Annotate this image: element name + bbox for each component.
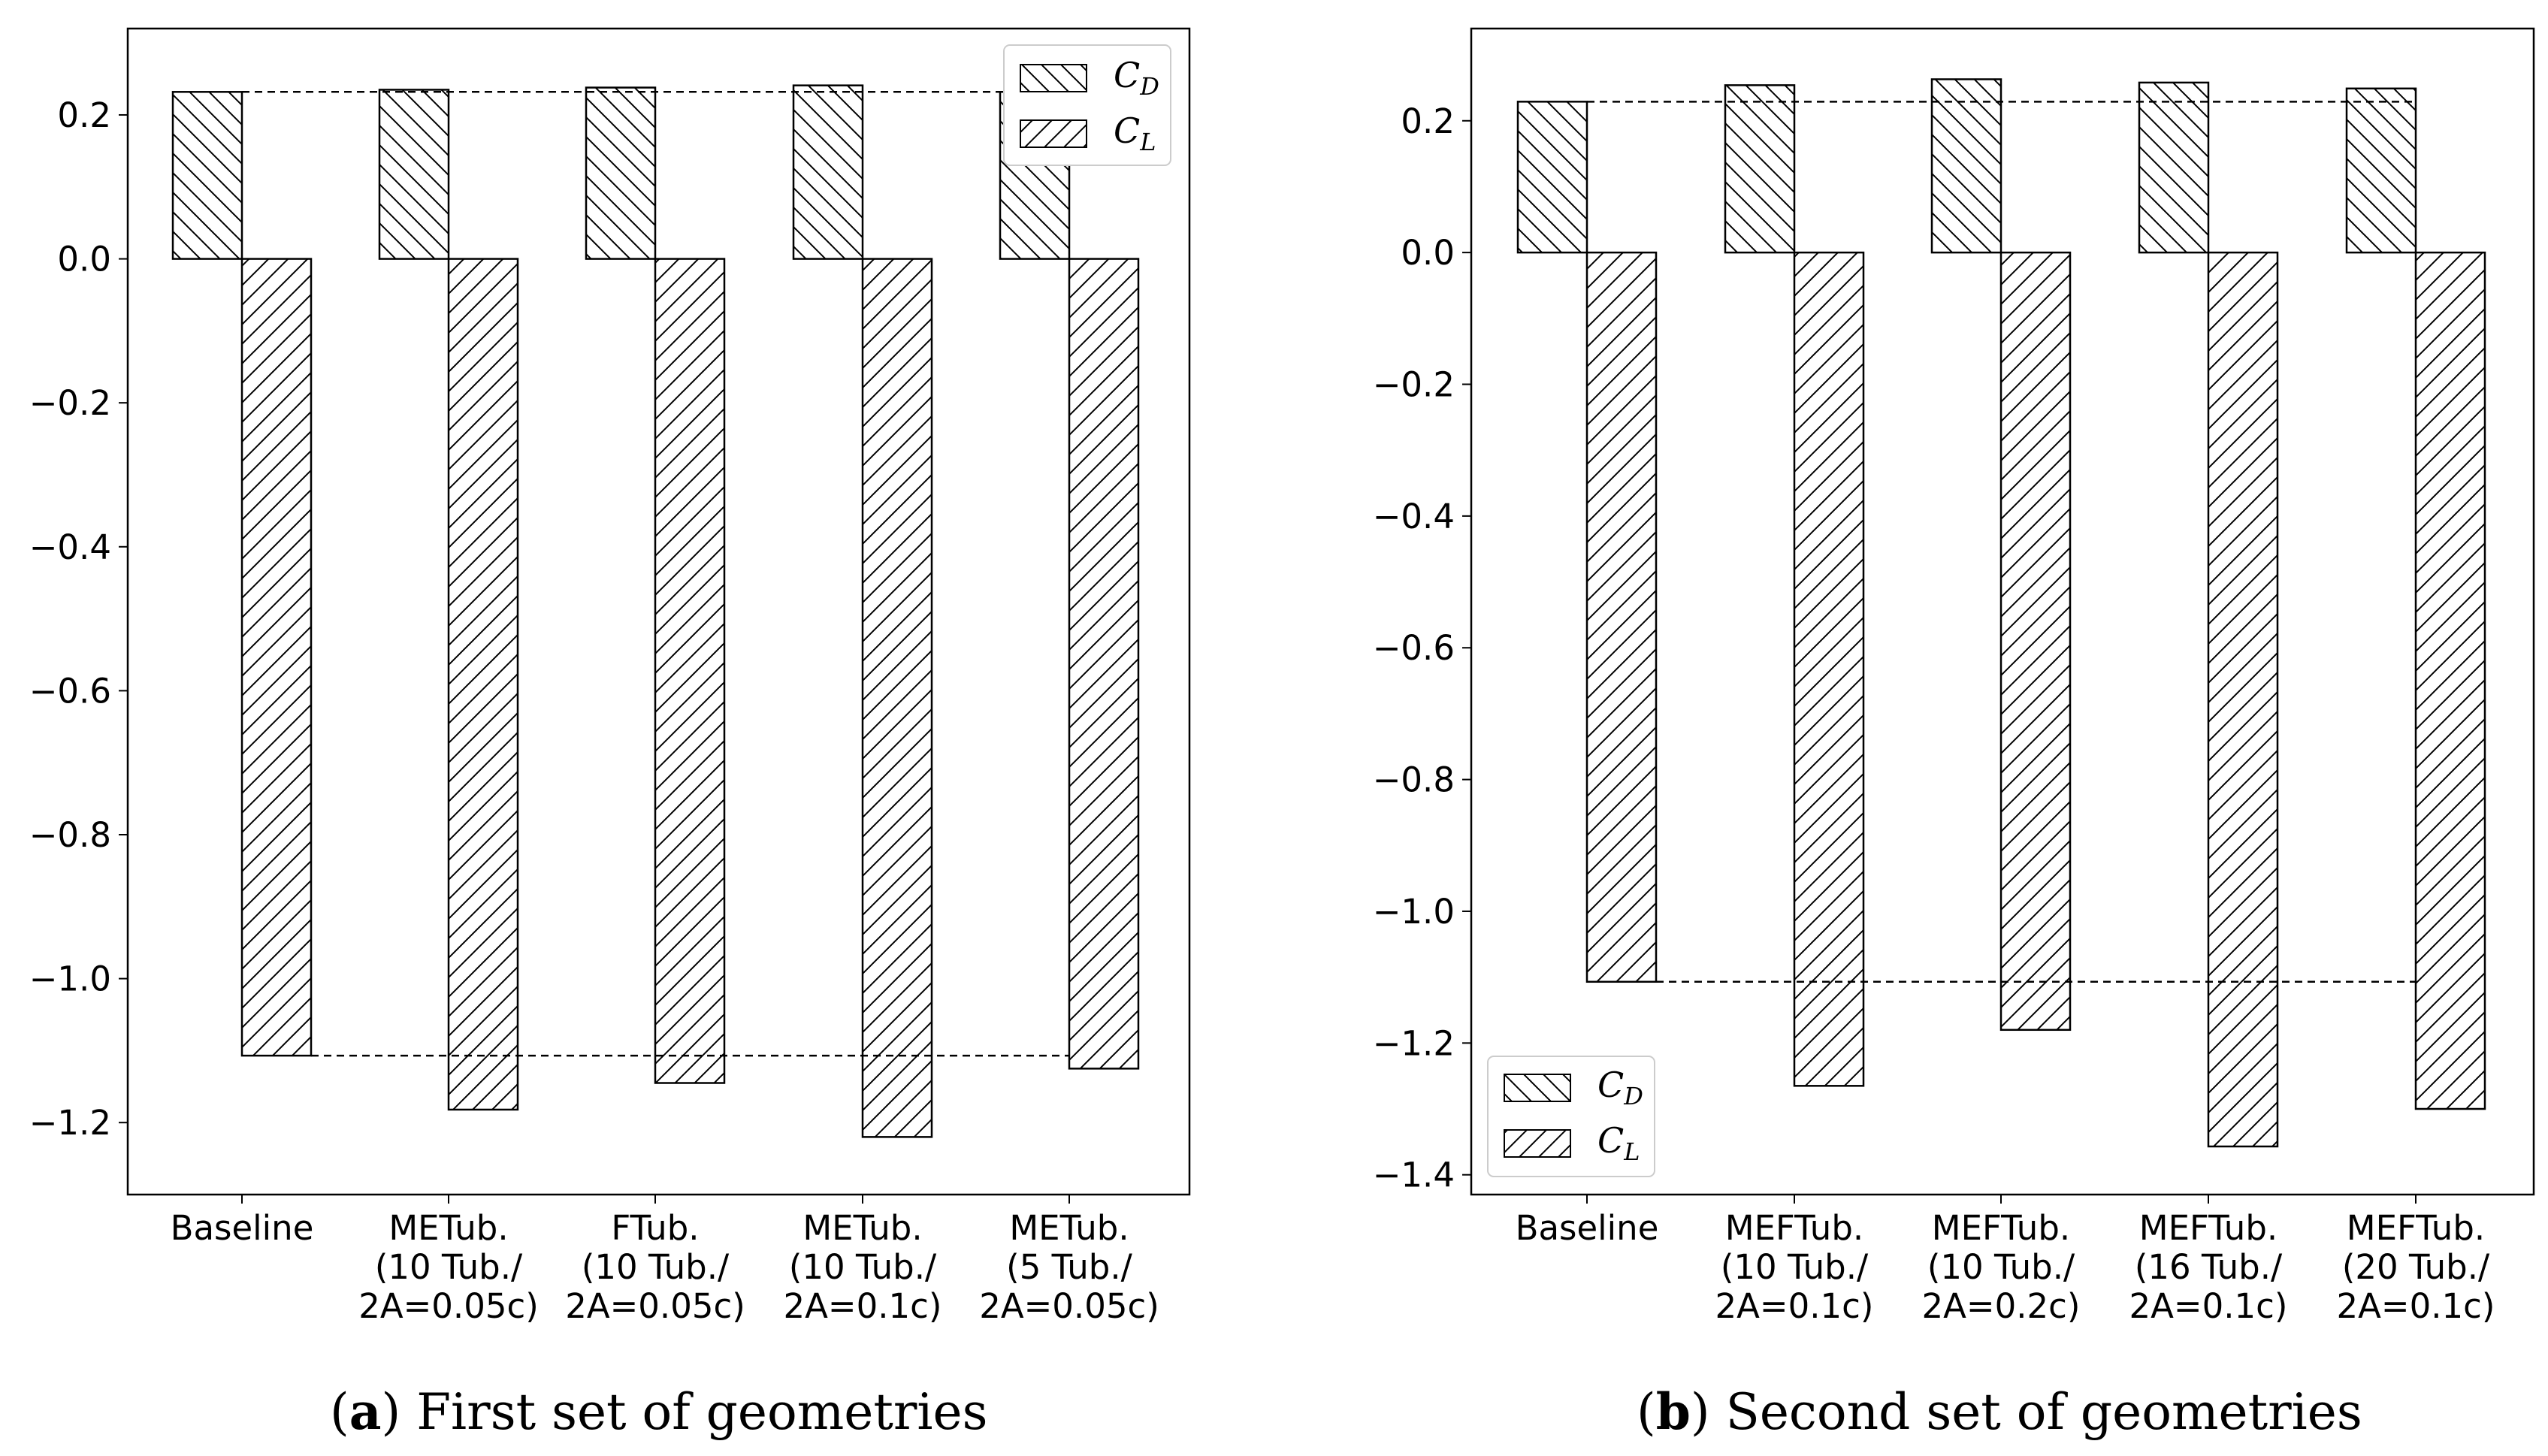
chart-a-legend-label-cd: CD: [1114, 55, 1159, 101]
chart-a-legend-label-cl: CL: [1114, 110, 1156, 156]
chart-a-caption: (a) First set of geometries: [330, 1382, 987, 1441]
chart-b-bar-cd: [2138, 81, 2210, 254]
chart-b-bar-cd: [2345, 87, 2417, 254]
chart-b-ytick-label: −1.4: [1373, 1155, 1455, 1195]
chart-a-xtick-label: FTub. (10 Tub./2A=0.05c): [565, 1208, 745, 1326]
chart-a-ytick-label: 0.0: [57, 240, 111, 279]
chart-a-ytick-label: 0.2: [57, 95, 111, 135]
chart-b-bar-cd: [1724, 84, 1796, 254]
chart-b-legend-label-cl: CL: [1597, 1120, 1640, 1166]
chart-a-caption-letter: a: [349, 1382, 382, 1441]
chart-b-bar-cl: [1793, 251, 1865, 1087]
chart-a-bar-cl: [861, 258, 933, 1138]
chart-a-bar-cl: [654, 258, 726, 1084]
chart-a-ytick-label: −1.0: [29, 959, 111, 999]
chart-a-bar-cl: [1068, 258, 1140, 1070]
chart-b-xtick-label: MEFTub. (16 Tub./2A=0.1c): [2129, 1208, 2288, 1326]
chart-b-ytick-label: −0.4: [1373, 497, 1455, 536]
chart-b-caption-letter: b: [1656, 1382, 1691, 1441]
chart-b-legend-swatch-cd: [1504, 1074, 1571, 1102]
chart-a-ytick-label: −0.6: [29, 671, 111, 711]
chart-a-ytick-label: −0.4: [29, 527, 111, 567]
chart-b-xtick-label: MEFTub. (10 Tub./2A=0.1c): [1715, 1208, 1874, 1326]
chart-b-ytick-label: −0.2: [1373, 364, 1455, 404]
chart-a-bar-cd: [792, 84, 864, 260]
chart-b-ytick-label: −0.8: [1373, 760, 1455, 800]
chart-b: 0.2 0.0 −0.2 −0.4 −0.6 −0.8 −1.0 −1.2 −1.4 Baseli…: [1373, 27, 2535, 1441]
chart-b-axes-frame: [1470, 27, 2535, 1196]
chart-a-xtick-label: METub. (5 Tub./2A=0.05c): [979, 1208, 1159, 1326]
chart-a-bar-cd: [171, 91, 243, 260]
chart-b-ytick-label: −1.2: [1373, 1023, 1455, 1063]
chart-a-bar-cl: [447, 258, 519, 1111]
chart-b-bar-cd: [1516, 101, 1588, 254]
chart-b-ytick-label: 0.0: [1401, 233, 1455, 273]
chart-b-xtick-label: Baseline: [1516, 1208, 1659, 1248]
chart-b-bar-cd: [1930, 78, 2002, 254]
chart-a-caption-text: First set of geometries: [416, 1383, 987, 1441]
chart-a-xtick-label: Baseline: [171, 1208, 314, 1248]
chart-a-xtick-label: METub. (10 Tub./2A=0.05c): [358, 1208, 539, 1326]
chart-b-bar-cl: [2414, 251, 2486, 1110]
chart-a-bar-cd: [378, 89, 450, 260]
chart-b-caption: (b) Second set of geometries: [1637, 1382, 2362, 1441]
chart-b-ytick-label: 0.2: [1401, 101, 1455, 141]
chart-a-ytick-label: −1.2: [29, 1103, 111, 1143]
chart-a-legend: CD CL: [1003, 44, 1171, 166]
chart-a-legend-swatch-cl: [1020, 119, 1087, 148]
chart-b-bar-cl: [2207, 251, 2279, 1148]
chart-a-xtick-label: METub. (10 Tub./2A=0.1c): [784, 1208, 942, 1326]
chart-b-caption-text: Second set of geometries: [1726, 1383, 2362, 1441]
chart-b-legend-label-cd: CD: [1597, 1065, 1643, 1110]
chart-b-xtick-label: MEFTub. (20 Tub./2A=0.1c): [2337, 1208, 2495, 1326]
chart-b-ytick-label: −0.6: [1373, 628, 1455, 668]
chart-a-ytick-label: −0.2: [29, 383, 111, 423]
chart-a-bar-cd: [585, 86, 657, 260]
chart-a-legend-swatch-cd: [1020, 64, 1087, 92]
chart-b-xtick-label: MEFTub. (10 Tub./2A=0.2c): [1922, 1208, 2081, 1326]
chart-a: 0.2 0.0 −0.2 −0.4 −0.6 −0.8 −1.0 −1.2 Baseline ME…: [29, 27, 1191, 1441]
chart-b-bar-cl: [1999, 251, 2072, 1032]
chart-a-axes-frame: [126, 27, 1191, 1196]
chart-b-ytick-label: −1.0: [1373, 892, 1455, 932]
chart-b-plot: 0.2 0.0 −0.2 −0.4 −0.6 −0.8 −1.0 −1.2 −1.4 Baseli…: [1373, 27, 2535, 1326]
chart-b-legend-swatch-cl: [1504, 1129, 1571, 1158]
chart-b-bar-cl: [1585, 251, 1658, 983]
chart-b-legend: CD CL: [1487, 1056, 1655, 1177]
chart-a-plot: 0.2 0.0 −0.2 −0.4 −0.6 −0.8 −1.0 −1.2 Baseline ME…: [29, 27, 1191, 1326]
chart-a-ytick-label: −0.8: [29, 815, 111, 855]
chart-a-bar-cl: [240, 258, 313, 1057]
